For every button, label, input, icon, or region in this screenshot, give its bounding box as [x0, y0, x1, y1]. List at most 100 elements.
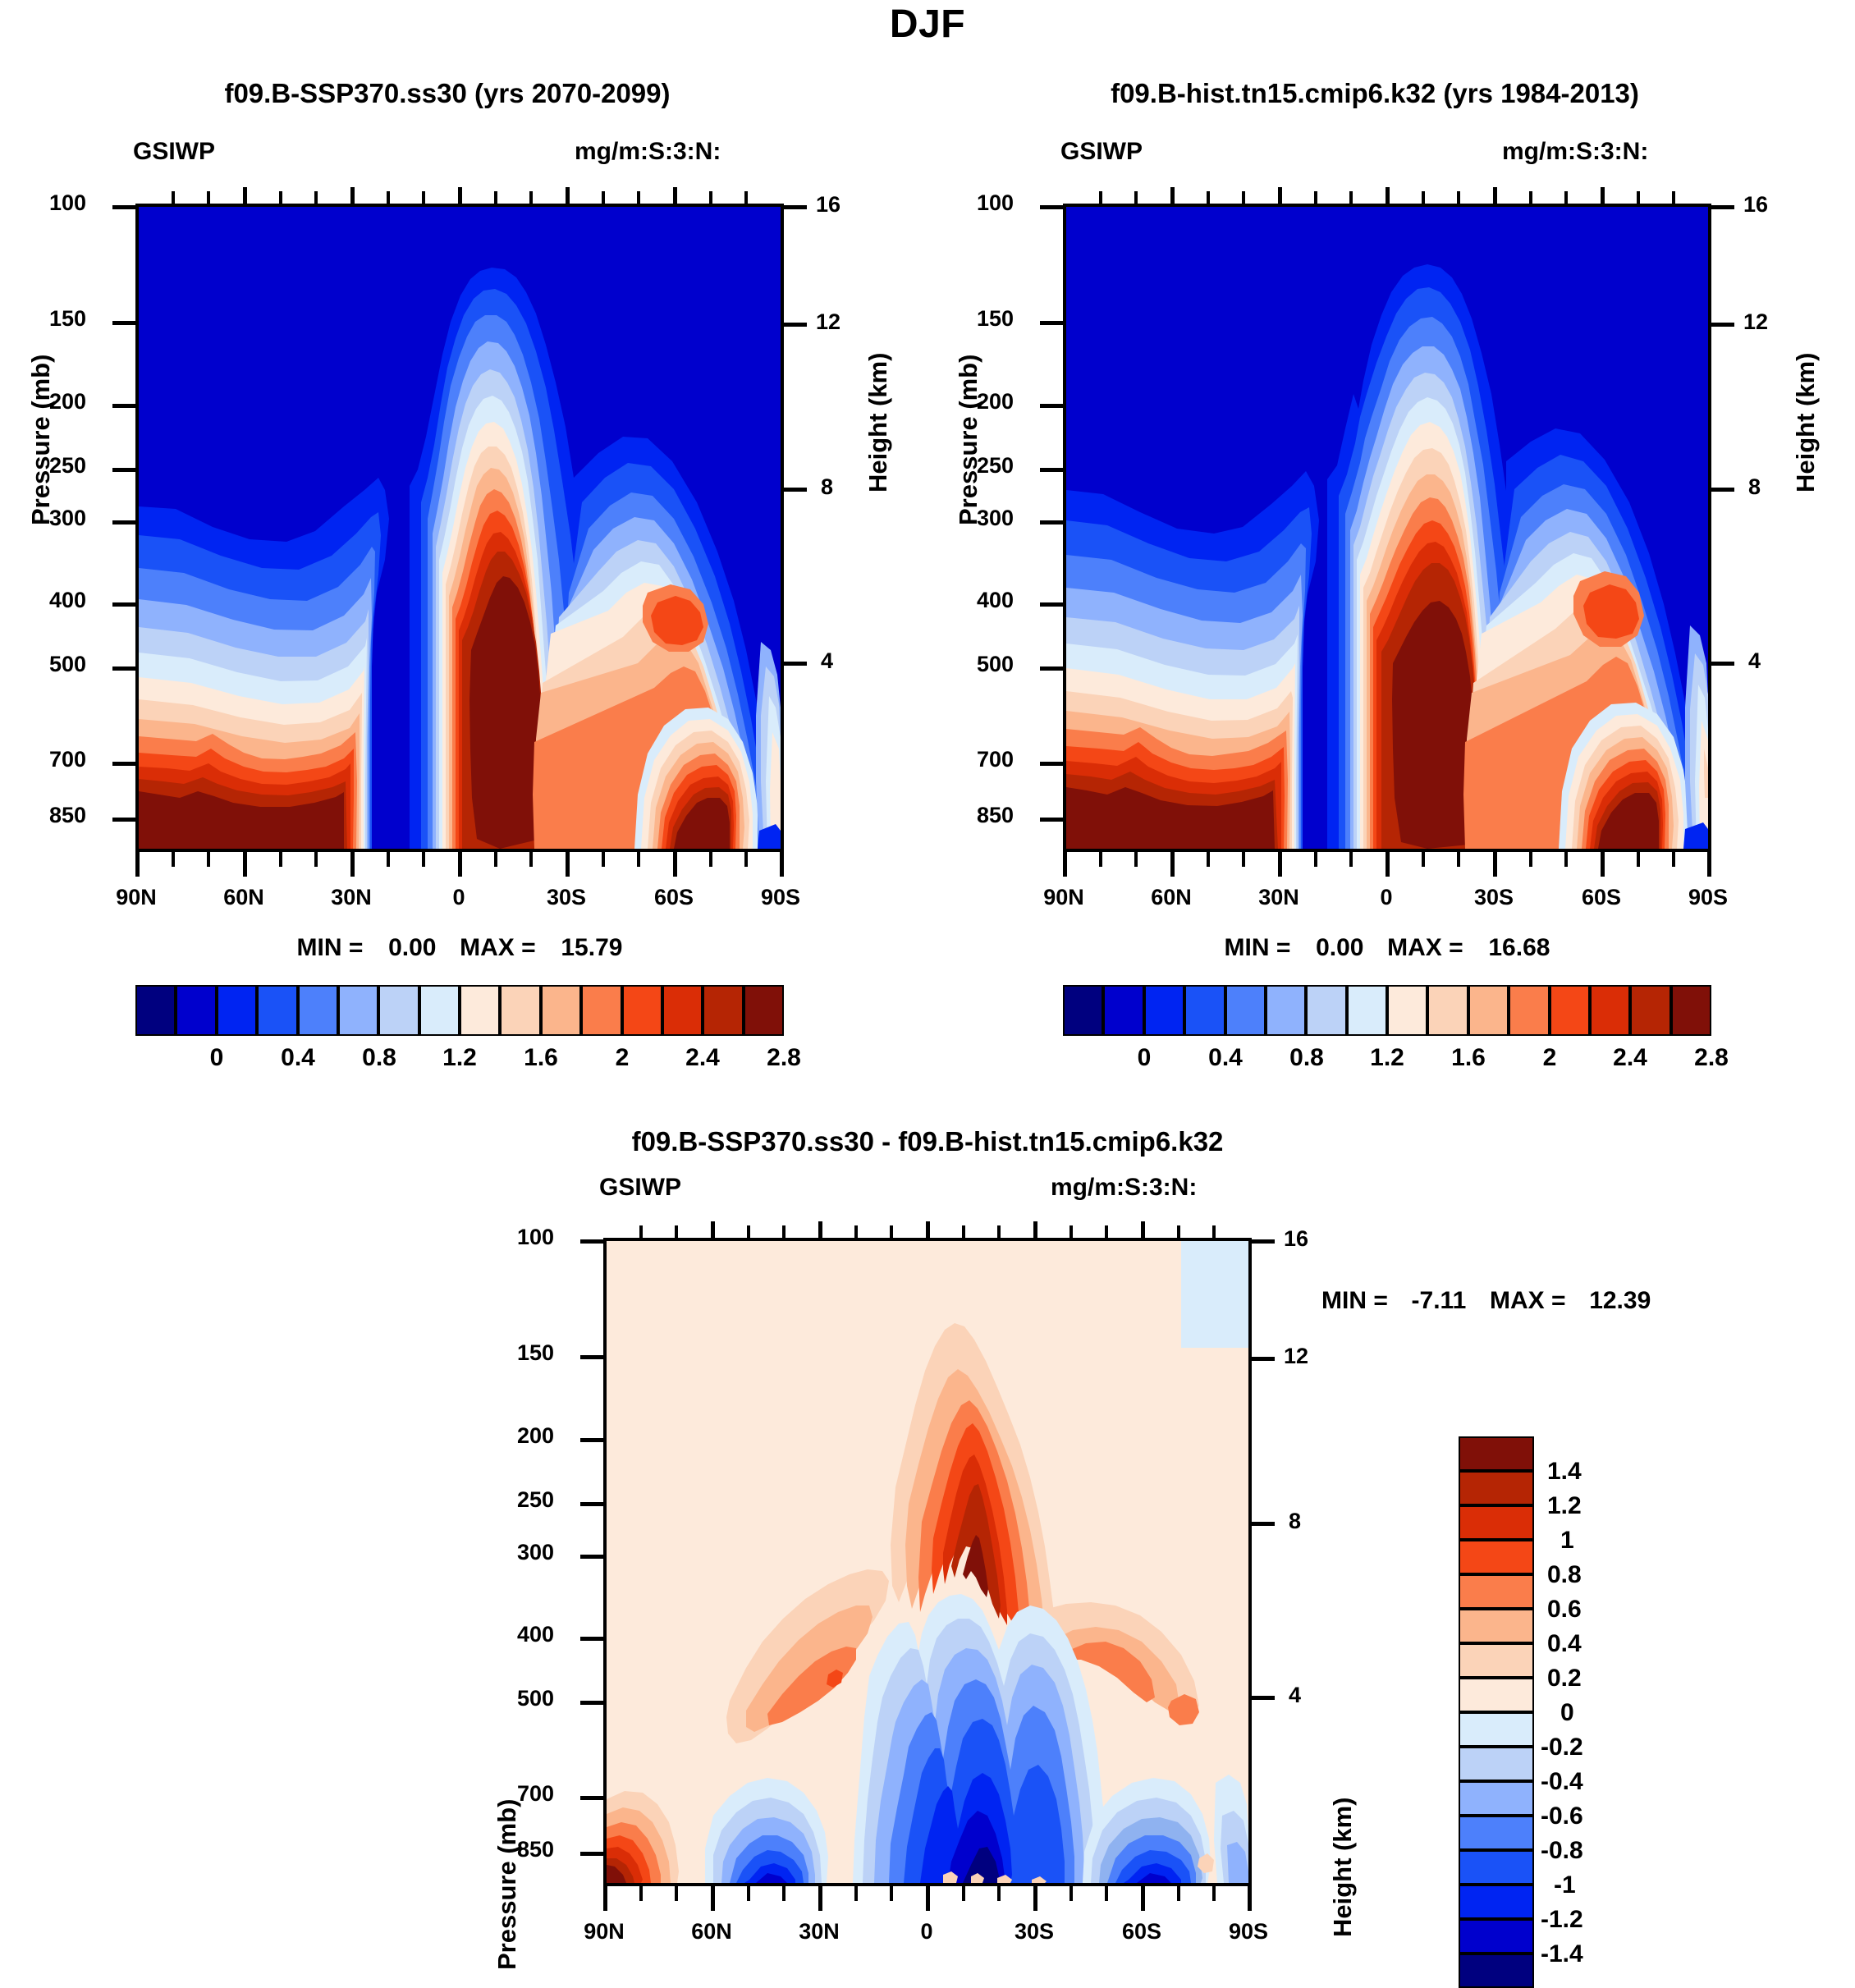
- x-top-tick: [675, 1225, 678, 1239]
- colorbar-label: -1.2: [1541, 1906, 1583, 1933]
- colorbar-cell: [743, 985, 784, 1036]
- y2-tick-label: 4: [821, 648, 834, 673]
- x-tick-label: 30N: [1258, 885, 1299, 909]
- y-tick-mark: [580, 1796, 603, 1800]
- x-tick-label: 0: [1380, 885, 1393, 909]
- x-tick-mark: [1063, 852, 1067, 877]
- x-top-tick: [1170, 187, 1175, 204]
- y-axis-title: Pressure (mb): [26, 354, 55, 525]
- x-tick-mark: [1386, 852, 1390, 877]
- y-tick-label: 300: [517, 1540, 555, 1564]
- x-minor-tick: [709, 852, 712, 867]
- y-tick-label: 200: [49, 389, 87, 414]
- colorbar-cell: [1459, 1885, 1534, 1919]
- y-tick-mark: [1040, 205, 1063, 209]
- colorbar-cell: [1459, 1643, 1534, 1678]
- colorbar-absolute[interactable]: [1063, 985, 1711, 1036]
- colorbar-label: 0.4: [281, 1044, 315, 1071]
- x-minor-tick: [314, 852, 318, 867]
- x-top-tick: [1422, 191, 1425, 204]
- panel-title: f09.B-hist.tn15.cmip6.k32 (yrs 1984-2013…: [1111, 78, 1639, 108]
- y2-tick-mark: [1252, 1357, 1275, 1361]
- x-top-tick: [1349, 191, 1353, 204]
- y2-tick-mark: [1711, 662, 1734, 666]
- x-minor-tick: [1529, 852, 1532, 867]
- y-tick-label: 400: [49, 588, 87, 612]
- y-tick-label: 300: [977, 506, 1015, 530]
- y-tick-mark: [1040, 468, 1063, 472]
- y-tick-label: 850: [517, 1837, 555, 1862]
- x-top-tick: [818, 1221, 822, 1239]
- x-top-tick: [673, 187, 677, 204]
- y-tick-mark: [580, 1438, 603, 1442]
- y-tick-mark: [112, 404, 135, 408]
- colorbar-label: 1.6: [524, 1044, 558, 1071]
- units-label: mg/m:S:3:N:: [1502, 138, 1649, 165]
- panel-title: f09.B-SSP370.ss30 - f09.B-hist.tn15.cmip…: [631, 1126, 1224, 1157]
- x-minor-tick: [1457, 852, 1460, 867]
- max-value: 12.39: [1589, 1287, 1651, 1314]
- colorbar-cell: [1459, 1471, 1534, 1505]
- colorbar-label: 2.8: [767, 1044, 801, 1071]
- colorbar-label: 1: [1560, 1527, 1574, 1554]
- x-top-tick: [854, 1225, 858, 1239]
- colorbar-cell: [460, 985, 501, 1036]
- colorbar-difference[interactable]: [1459, 1436, 1534, 1988]
- y-axis-title: Pressure (mb): [954, 354, 982, 525]
- y-tick-mark: [580, 1701, 603, 1705]
- y-tick-label: 700: [977, 747, 1015, 772]
- colorbar-label: -1: [1554, 1871, 1576, 1899]
- x-tick-label: 90S: [760, 885, 801, 909]
- y-tick-label: 500: [977, 652, 1015, 676]
- colorbar-labels: 0 0.4 0.8 1.2 1.6 2 2.4 2.8: [135, 1044, 801, 1077]
- min-value: 0.00: [388, 934, 437, 961]
- colorbar-cell: [1459, 1747, 1534, 1781]
- x-tick-mark: [926, 1886, 930, 1911]
- colorbar-cell: [581, 985, 622, 1036]
- y-tick-label: 200: [517, 1423, 555, 1448]
- y2-tick-mark: [1711, 205, 1734, 209]
- x-minor-tick: [962, 1886, 965, 1901]
- colorbar-cell: [1103, 985, 1144, 1036]
- y-tick-label: 850: [49, 803, 87, 827]
- max-label: MAX =: [460, 934, 536, 961]
- x-minor-tick: [422, 852, 425, 867]
- x-minor-tick: [747, 1886, 750, 1901]
- x-top-tick: [1099, 191, 1102, 204]
- x-top-tick: [1177, 1225, 1180, 1239]
- colorbar-cell: [621, 985, 662, 1036]
- y2-axis-title: Height (km): [863, 352, 892, 493]
- colorbar-cell: [1143, 985, 1185, 1036]
- x-tick-mark: [1707, 852, 1711, 877]
- colorbar-label: 2.4: [1613, 1044, 1647, 1071]
- y-tick-label: 700: [49, 747, 87, 772]
- colorbar-cell: [1346, 985, 1387, 1036]
- variable-label: GSIWP: [599, 1174, 682, 1201]
- x-top-tick: [1207, 191, 1210, 204]
- x-top-tick: [1493, 187, 1497, 204]
- y2-tick-mark: [784, 662, 807, 666]
- colorbar-cell: [1459, 1816, 1534, 1850]
- colorbar-label: 0.8: [1289, 1044, 1324, 1071]
- x-top-tick: [314, 191, 318, 204]
- colorbar-cell: [1509, 985, 1550, 1036]
- x-minor-tick: [890, 1886, 893, 1901]
- x-minor-tick: [602, 852, 605, 867]
- x-top-tick: [1386, 187, 1390, 204]
- x-tick-label: 60N: [223, 885, 264, 909]
- x-minor-tick: [1069, 1886, 1073, 1901]
- x-minor-tick: [494, 852, 497, 867]
- colorbar-absolute[interactable]: [135, 985, 784, 1036]
- max-value: 15.79: [561, 934, 623, 961]
- min-label: MIN =: [1224, 934, 1291, 961]
- x-top-tick: [1069, 1225, 1073, 1239]
- x-tick-label: 90S: [1228, 1919, 1269, 1944]
- y2-tick-label: 16: [816, 192, 841, 217]
- x-tick-mark: [780, 852, 784, 877]
- y2-axis-title: Height (km): [1791, 352, 1820, 493]
- x-top-tick: [566, 187, 570, 204]
- colorbar-label: -1.4: [1541, 1940, 1583, 1967]
- y-tick-label: 150: [977, 306, 1015, 331]
- colorbar-cell: [135, 985, 176, 1036]
